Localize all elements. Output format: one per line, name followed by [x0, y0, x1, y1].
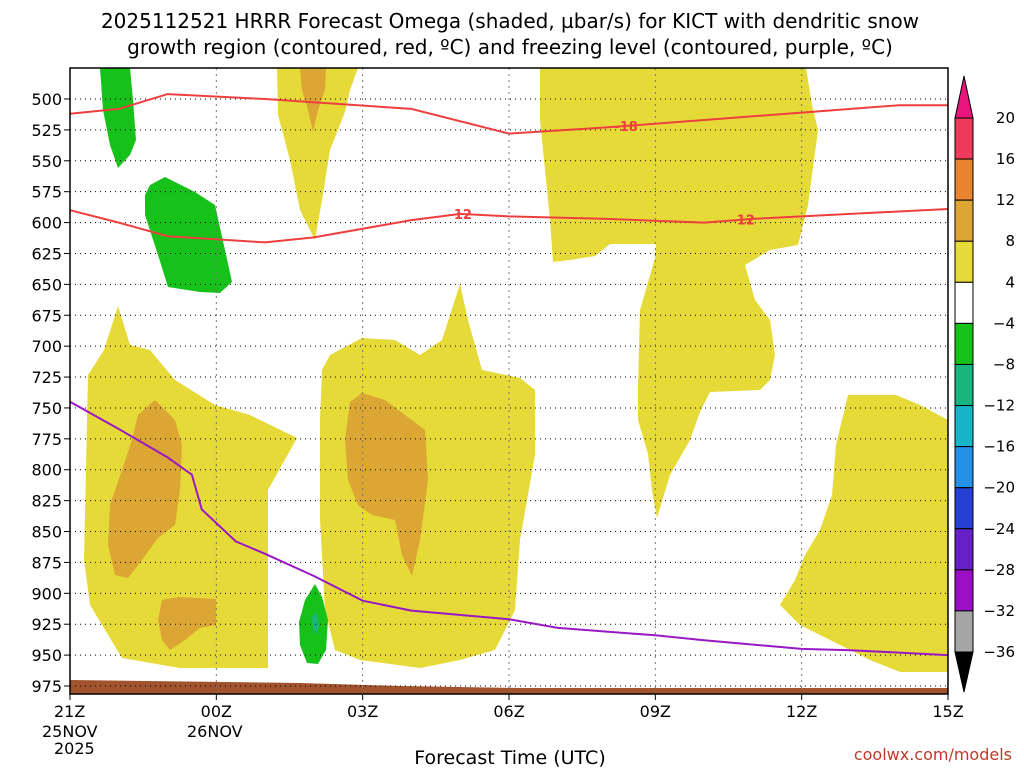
omega-orange-region-2: [158, 597, 216, 650]
x-tick-label: 00Z: [201, 702, 232, 721]
y-tick-label: 725: [31, 368, 62, 387]
dgz-lower-contour-label: -12: [448, 208, 472, 223]
y-tick-label: 750: [31, 399, 62, 418]
colorbar-segment: [954, 281, 974, 324]
omega-yellow-region-3: [540, 68, 818, 518]
colorbar-segment: [954, 363, 974, 407]
y-tick-label: 625: [31, 244, 62, 263]
colorbar-label: 8: [1005, 232, 1015, 250]
colorbar-label: −36: [983, 643, 1015, 661]
omega-yellow-region-1: [84, 306, 297, 668]
x-tick-date: 26NOV: [187, 722, 243, 741]
colorbar-segment: [954, 610, 974, 653]
colorbar: 20 16 12 8 4 −4 −8 −12 −16 −20 −24 −28 −32 −36: [954, 75, 1015, 693]
colorbar-segment: [954, 487, 974, 530]
x-tick-label: 06Z: [493, 702, 524, 721]
colorbar-label: 4: [1005, 273, 1015, 291]
omega-teal-core: [312, 612, 319, 635]
y-tick-label: 650: [31, 275, 62, 294]
terrain: [70, 680, 948, 694]
colorbar-label: 12: [996, 191, 1015, 209]
colorbar-segment: [954, 117, 974, 160]
y-tick-label: 675: [31, 306, 62, 325]
omega-yellow-region-4: [277, 68, 358, 240]
y-tick-label: 850: [31, 523, 62, 542]
dgz-lower-contour: [69, 208, 949, 244]
colorbar-label: −16: [983, 438, 1015, 456]
y-tick-label: 575: [31, 183, 62, 202]
omega-orange-region-1: [108, 400, 182, 578]
y-tick-label: 600: [31, 214, 62, 233]
x-tick-label: 21Z: [54, 702, 85, 721]
freezing-level-contour: [69, 400, 949, 657]
y-tick-label: 800: [31, 461, 62, 480]
colorbar-label: −8: [993, 355, 1015, 373]
x-axis-title: Forecast Time (UTC): [414, 747, 605, 768]
x-tick-date: 25NOV: [42, 722, 98, 741]
chart-title-line1: 2025112521 HRRR Forecast Omega (shaded, …: [101, 9, 919, 33]
colorbar-bottom-arrow: [954, 651, 974, 693]
y-tick-label: 550: [31, 152, 62, 171]
y-tick-label: 875: [31, 553, 62, 572]
x-tick-label: 03Z: [347, 702, 378, 721]
colorbar-label: −28: [983, 561, 1015, 579]
colorbar-segment: [954, 199, 974, 242]
dgz-upper-contour: [69, 93, 948, 135]
y-tick-label: 700: [31, 337, 62, 356]
y-tick-label: 525: [31, 121, 62, 140]
colorbar-top-arrow: [954, 75, 974, 119]
y-axis-ticks: 500 525 550 575 600 625 650 675 700 725 750 775 800 8…: [31, 90, 70, 696]
y-tick-label: 900: [31, 584, 62, 603]
omega-green-region-2: [145, 177, 232, 293]
vertical-gridlines: [215, 68, 803, 694]
colorbar-label: −4: [993, 314, 1015, 332]
omega-orange-region-4: [300, 68, 326, 132]
omega-negative: [100, 68, 328, 664]
credit-text: coolwx.com/models: [854, 745, 1012, 764]
chart-title-line2: growth region (contoured, red, ºC) and f…: [127, 35, 893, 59]
x-tick-label: 15Z: [932, 702, 963, 721]
colorbar-segment: [954, 240, 974, 283]
colorbar-label: 20: [996, 109, 1015, 127]
y-tick-label: 825: [31, 492, 62, 511]
colorbar-segment: [954, 322, 974, 365]
colorbar-segment: [954, 528, 974, 571]
colorbar-label: 16: [996, 150, 1015, 168]
dgz-lower-contour-label: -12: [731, 214, 755, 229]
omega-green-region-1: [100, 68, 136, 168]
contours: -18 -12 -12: [69, 93, 949, 657]
colorbar-segment: [954, 405, 974, 448]
colorbar-label: −12: [983, 397, 1015, 415]
y-tick-label: 975: [31, 677, 62, 696]
y-tick-label: 775: [31, 430, 62, 449]
x-tick-label: 09Z: [640, 702, 671, 721]
colorbar-label: −24: [983, 520, 1015, 538]
colorbar-segment: [954, 158, 974, 201]
x-tick-year: 2025: [54, 739, 95, 758]
y-tick-label: 925: [31, 615, 62, 634]
omega-yellow-region-5: [780, 395, 948, 672]
colorbar-segment: [954, 446, 974, 489]
colorbar-label: −32: [983, 602, 1015, 620]
colorbar-segment: [954, 569, 974, 612]
y-tick-label: 950: [31, 646, 62, 665]
x-tick-label: 12Z: [786, 702, 817, 721]
dgz-upper-contour-label: -18: [614, 120, 638, 135]
y-tick-label: 500: [31, 90, 62, 109]
colorbar-label: −20: [983, 479, 1015, 497]
